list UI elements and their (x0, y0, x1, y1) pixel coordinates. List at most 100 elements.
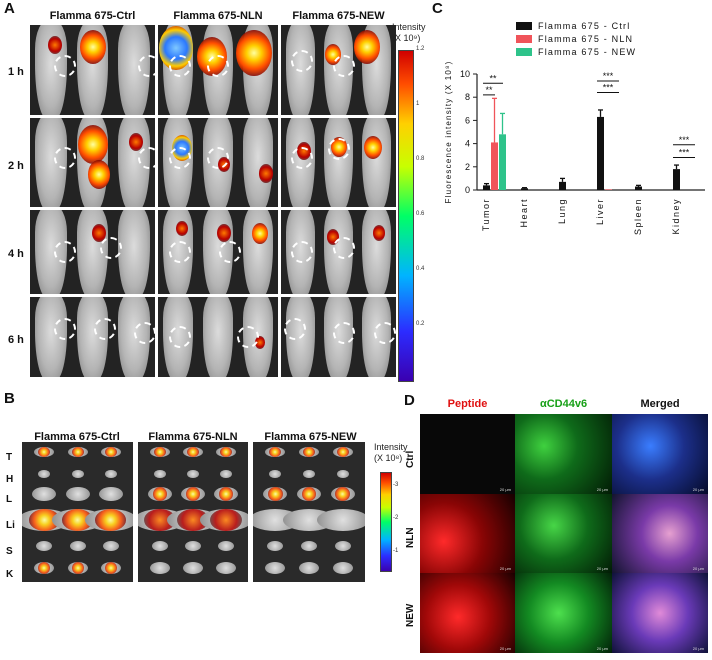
scale-bar-label: 20 μm (692, 487, 704, 492)
colorbar-tick-label: 0.2 (416, 321, 425, 327)
tumor-circle-marker (290, 241, 313, 263)
panel-d-column-merged: Merged (640, 398, 680, 410)
bar (673, 169, 680, 190)
ex-vivo-organ-image (22, 442, 133, 582)
panel-a-row-4h: 4 h (8, 248, 24, 260)
fluorescence-signal (236, 29, 272, 77)
ivis-image (30, 25, 155, 115)
organ (303, 470, 315, 478)
mouse-silhouette (242, 118, 274, 207)
tumor-circle-marker (54, 147, 76, 170)
bar (521, 188, 528, 190)
organ (152, 541, 168, 551)
organ (334, 541, 351, 551)
bar (499, 134, 506, 190)
microscopy-image: 20 μm (420, 494, 515, 573)
panel-b-colorbar-title: Intensity (X 10⁸) (374, 442, 408, 464)
organ (36, 541, 53, 551)
tumor-circle-marker (137, 147, 155, 170)
organ-signal (38, 447, 51, 457)
panel-d-row-label: NLN (405, 526, 416, 548)
fluorescence-signal (91, 224, 106, 243)
fluorescence-signal (129, 133, 144, 152)
fluorescence-signal (87, 160, 110, 189)
fluorescence-signal (77, 125, 108, 165)
organ-signal (38, 562, 51, 574)
ivis-image (30, 297, 155, 377)
bar (605, 189, 612, 190)
organ (32, 487, 57, 501)
legend-swatch (516, 48, 532, 56)
organ (265, 562, 286, 574)
tumor-circle-marker (54, 318, 76, 340)
bar (635, 186, 642, 190)
tumor-circle-marker (373, 322, 396, 344)
fluorescence-signal (79, 30, 106, 64)
ex-vivo-organ-image (138, 442, 248, 582)
organ-signal (335, 487, 350, 501)
organ-signal (303, 447, 315, 457)
legend-label: Flamma 675 - NEW (538, 47, 636, 57)
mouse-silhouette (118, 210, 150, 294)
organ (65, 487, 90, 501)
y-tick-label: 6 (465, 115, 470, 125)
panel-d-row-label: Ctrl (405, 450, 416, 468)
organ (185, 541, 201, 551)
panel-a-colorbar-title-line2: (X 10⁹) (392, 33, 421, 43)
ivis-image (30, 118, 155, 207)
fluorescence-signal (259, 164, 273, 183)
significance-label: ** (485, 85, 493, 95)
tumor-circle-marker (168, 54, 191, 77)
tumor-circle-marker (168, 326, 191, 348)
panel-b-colorbar-title-line2: (X 10⁸) (374, 453, 403, 463)
organ-signal (177, 509, 209, 531)
tumor-circle-marker (137, 54, 155, 77)
legend-swatch (516, 35, 532, 43)
organ-signal (152, 487, 168, 501)
panel-a-row-1h: 1 h (8, 66, 24, 78)
tumor-circle-marker (94, 318, 116, 340)
organ-signal (185, 487, 201, 501)
organ (301, 541, 317, 551)
bar (597, 116, 604, 190)
fluorescence-signal (354, 30, 381, 64)
significance-label: *** (679, 148, 690, 158)
microscopy-image: 20 μm (420, 573, 515, 653)
ivis-image (281, 25, 396, 115)
ivis-image (281, 118, 396, 207)
panel-b-colorbar (380, 472, 392, 572)
scale-bar-label: 20 μm (596, 646, 608, 651)
panel-a-row-6h: 6 h (8, 334, 24, 346)
organ (316, 509, 365, 531)
scale-bar-label: 20 μm (596, 487, 608, 492)
colorbar-tick-label: -3 (393, 482, 399, 488)
microscopy-image: 20 μm (420, 414, 515, 494)
microscopy-image: 20 μm (612, 414, 708, 494)
tumor-circle-marker (333, 54, 356, 77)
bar (483, 185, 490, 190)
y-tick-label: 10 (460, 69, 470, 79)
tumor-circle-marker (207, 54, 229, 77)
organ-signal (104, 562, 117, 574)
organ (216, 562, 236, 574)
panel-c-letter: C (432, 0, 443, 17)
panel-d-letter: D (404, 392, 415, 409)
organ-signal (218, 487, 234, 501)
colorbar-tick-label: 0.4 (416, 266, 425, 272)
ivis-image (158, 25, 278, 115)
fluorescence-signal (217, 224, 231, 243)
y-tick-label: 4 (465, 139, 470, 149)
colorbar-tick-label: 0.8 (416, 156, 425, 162)
ivis-image (30, 210, 155, 294)
organ-label: K (6, 569, 14, 580)
panel-a-row-2h: 2 h (8, 160, 24, 172)
organ-signal (301, 487, 317, 501)
microscopy-image: 20 μm (612, 494, 708, 573)
tumor-circle-marker (219, 241, 241, 263)
organ-signal (71, 562, 84, 574)
microscopy-image: 20 μm (515, 573, 612, 653)
y-axis-label: Fluorescence intensity (X 10⁸) (444, 61, 453, 204)
panel-a-column-new: Flamma 675-NEW (292, 10, 385, 22)
organ (150, 562, 170, 574)
fluorescence-signal (176, 220, 188, 237)
